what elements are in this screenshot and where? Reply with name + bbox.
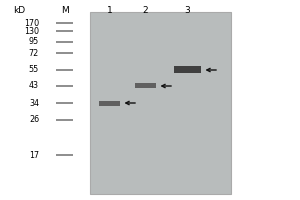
Text: kD: kD — [14, 6, 26, 15]
Bar — [56, 154, 73, 156]
Bar — [56, 102, 73, 104]
Text: 72: 72 — [29, 48, 39, 58]
Text: 95: 95 — [29, 38, 39, 46]
Bar — [56, 22, 73, 24]
Bar — [90, 12, 231, 194]
Bar — [56, 41, 73, 43]
Text: 34: 34 — [29, 98, 39, 108]
Text: 3: 3 — [184, 6, 190, 15]
Bar — [56, 30, 73, 32]
Bar — [56, 52, 73, 54]
Text: 170: 170 — [24, 19, 39, 27]
Bar — [174, 66, 201, 73]
Text: 2: 2 — [143, 6, 148, 15]
Bar — [135, 83, 156, 88]
Bar — [99, 100, 120, 106]
Text: M: M — [61, 6, 68, 15]
Bar — [56, 69, 73, 71]
Text: 43: 43 — [29, 81, 39, 90]
Bar — [56, 85, 73, 87]
Text: 1: 1 — [106, 6, 112, 15]
Text: 130: 130 — [24, 26, 39, 36]
Text: 17: 17 — [29, 151, 39, 160]
Text: 55: 55 — [29, 66, 39, 74]
Bar — [56, 119, 73, 121]
Text: 26: 26 — [29, 116, 39, 124]
